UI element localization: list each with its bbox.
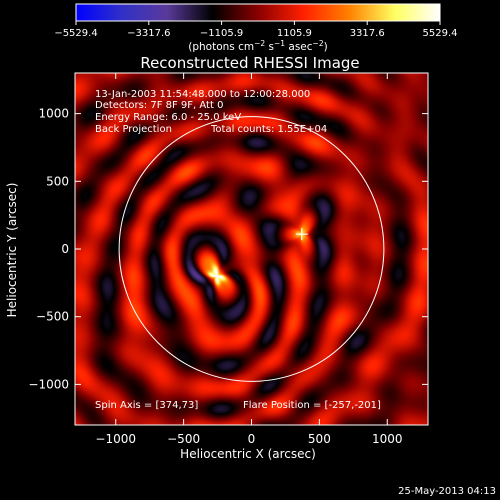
info-block: 13-Jan-2003 11:54:48.000 to 12:00:28.000… <box>95 89 381 411</box>
y-axis-label: Heliocentric Y (arcsec) <box>5 183 19 318</box>
colorbar-tick-label: 1105.9 <box>277 28 312 39</box>
colorbar-tick-label: 3317.6 <box>350 28 385 39</box>
y-tick-label: 0 <box>61 242 69 256</box>
info-time-range: 13-Jan-2003 11:54:48.000 to 12:00:28.000 <box>95 89 310 100</box>
x-axis-ticks: −1000 −500 0 500 1000 <box>95 73 403 446</box>
x-tick-label: 1000 <box>372 432 403 446</box>
info-detectors: Detectors: 7F 8F 9F, Att 0 <box>95 100 223 111</box>
colorbar-tick-label: −5529.4 <box>54 28 97 39</box>
colorbar-tick-label: 5529.4 <box>423 28 458 39</box>
info-total-counts: Total counts: 1.55E+04 <box>210 124 327 135</box>
colorbar: −5529.4 −3317.6 −1105.9 1105.9 3317.6 5529.4 … <box>54 3 458 53</box>
chart-title: Reconstructed RHESSI Image <box>140 54 359 72</box>
x-tick-label: −500 <box>167 432 200 446</box>
colorbar-ticks: −5529.4 −3317.6 −1105.9 1105.9 3317.6 5529.4 <box>54 21 458 39</box>
plot-area <box>75 73 428 425</box>
info-method: Back Projection <box>95 124 172 135</box>
info-energy-range: Energy Range: 6.0 - 25.0 keV <box>95 112 241 123</box>
y-axis-ticks: −1000 −500 0 500 1000 <box>28 107 428 391</box>
x-tick-label: −1000 <box>95 432 136 446</box>
colorbar-tick-label: −3317.6 <box>127 28 170 39</box>
colorbar-unit-label: (photons cm−2 s−1 asec−2) <box>188 39 327 53</box>
x-tick-label: 0 <box>248 432 256 446</box>
x-tick-label: 500 <box>308 432 331 446</box>
y-tick-label: 1000 <box>38 107 69 121</box>
colorbar-tick-label: −1105.9 <box>200 28 243 39</box>
flare-position-label: Flare Position = [-257,-201] <box>243 400 381 411</box>
y-tick-label: −1000 <box>28 377 69 391</box>
flare-position-marker <box>295 228 308 241</box>
y-tick-label: 500 <box>46 174 69 188</box>
spin-axis-label: Spin Axis = [374,73] <box>95 400 198 411</box>
solar-limb-circle <box>118 116 385 382</box>
colorbar-gradient <box>75 3 441 22</box>
timestamp: 25-May-2013 04:13 <box>398 486 496 497</box>
y-tick-label: −500 <box>36 310 69 324</box>
x-axis-label: Heliocentric X (arcsec) <box>180 447 316 461</box>
heatmap-image <box>75 73 428 425</box>
